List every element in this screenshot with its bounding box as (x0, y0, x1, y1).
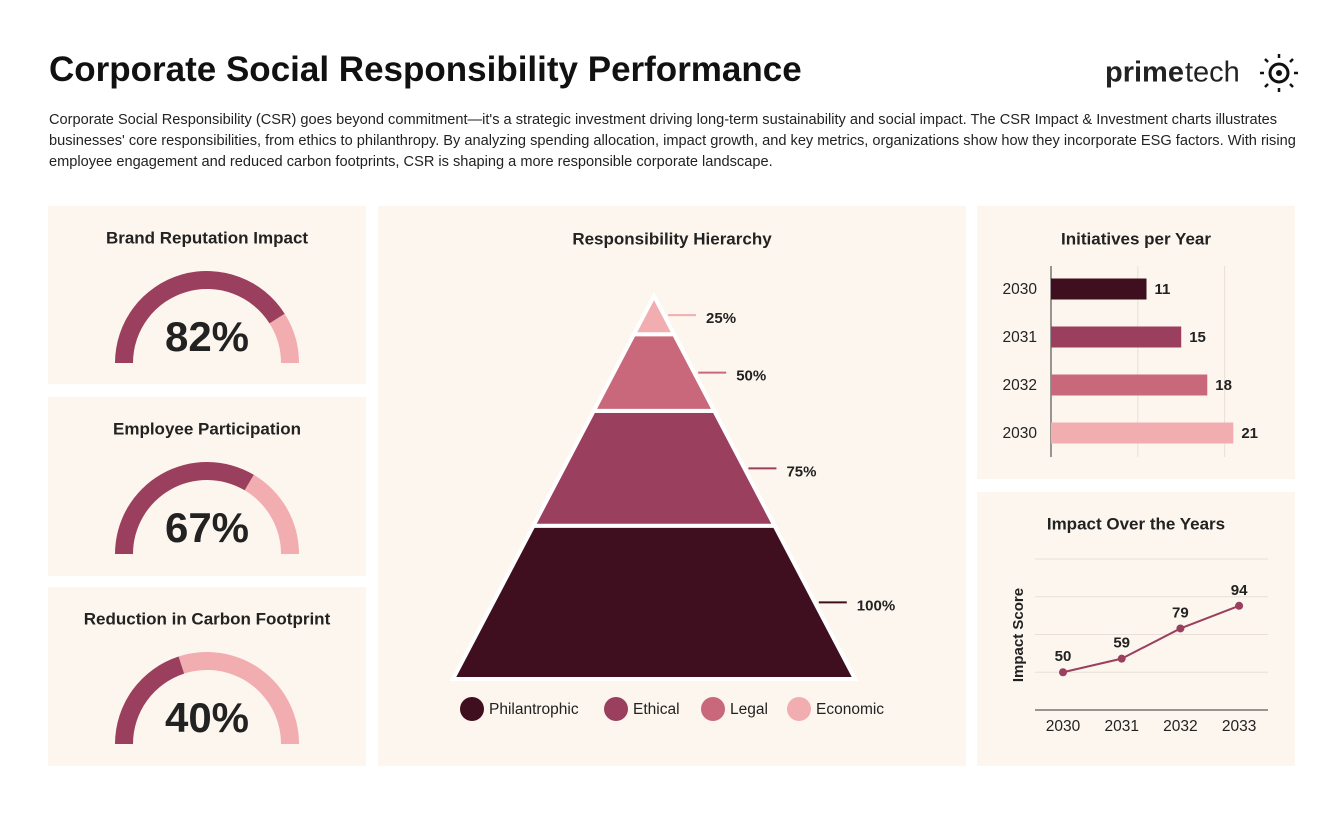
legend-swatch (701, 697, 725, 721)
legend-swatch (604, 697, 628, 721)
y-tick-label: 2030 (1003, 281, 1038, 298)
bar (1051, 422, 1234, 444)
chart-title: Impact Over the Years (1047, 514, 1225, 533)
logo-text-light: tech (1185, 57, 1240, 89)
page-title: Corporate Social Responsibility Performa… (49, 50, 802, 89)
panel (48, 587, 366, 766)
bar (1051, 326, 1182, 348)
gauge-arc (115, 656, 185, 744)
logo-icon (1260, 54, 1298, 92)
x-tick-label: 2032 (1163, 718, 1197, 735)
value-label: 59 (1113, 635, 1130, 652)
pyramid-layer (630, 291, 678, 337)
value-label: 11 (1155, 281, 1171, 298)
chart-title: Brand Reputation Impact (106, 228, 308, 247)
value-label: 21 (1241, 425, 1258, 442)
gauge-arc (115, 271, 285, 363)
value-label: 79 (1172, 604, 1189, 621)
panel (48, 206, 366, 384)
value-label: 50% (736, 368, 766, 385)
panel (48, 397, 366, 576)
gauge-value: 67% (165, 504, 249, 551)
logo-icon (1268, 62, 1290, 84)
x-tick-label: 2030 (1046, 718, 1081, 735)
logo-icon (1276, 70, 1282, 76)
y-tick-label: 2032 (1003, 377, 1037, 394)
value-label: 75% (786, 463, 816, 480)
chart-title: Initiatives per Year (1061, 229, 1211, 248)
value-label: 100% (857, 597, 895, 614)
gauge-remainder (178, 652, 299, 744)
point (1235, 601, 1244, 610)
bar (1051, 278, 1147, 300)
logo: prime tech (1105, 54, 1298, 92)
value-label: 25% (706, 310, 736, 327)
x-tick-label: 2033 (1222, 718, 1256, 735)
legend-swatch (460, 697, 484, 721)
point (1176, 624, 1185, 633)
gauge-value: 82% (165, 313, 249, 360)
logo-text-bold: prime (1105, 57, 1184, 89)
pyramid-layer (449, 523, 859, 681)
panel (977, 206, 1295, 479)
chart-title: Responsibility Hierarchy (572, 229, 772, 248)
legend-label: Legal (730, 701, 768, 718)
panel (977, 492, 1295, 766)
y-tick-label: 2031 (1003, 329, 1037, 346)
panel (378, 206, 966, 766)
point (1059, 668, 1067, 677)
chart-title: Reduction in Carbon Footprint (84, 609, 331, 628)
pyramid-layer (590, 332, 718, 413)
gauge-value: 40% (165, 694, 249, 741)
gauge-arc (115, 462, 254, 554)
value-label: 94 (1231, 582, 1248, 599)
line (1062, 604, 1240, 674)
description: Corporate Social Responsibility (CSR) go… (49, 112, 1296, 170)
pyramid-layer (530, 408, 778, 528)
legend-label: Philantrophic (489, 701, 579, 718)
value-label: 18 (1215, 377, 1232, 394)
legend-label: Economic (816, 701, 884, 718)
gauge-remainder (269, 313, 299, 363)
y-tick-label: 2030 (1003, 425, 1038, 442)
point (1117, 654, 1126, 663)
legend-label: Ethical (633, 701, 680, 718)
chart-title: Employee Participation (113, 419, 301, 438)
value-label: 50 (1055, 648, 1072, 665)
gauge-remainder (244, 474, 299, 554)
bar (1051, 374, 1208, 396)
y-axis-label: Impact Score (1010, 588, 1027, 682)
value-label: 15 (1189, 329, 1206, 346)
legend-swatch (787, 697, 811, 721)
x-tick-label: 2031 (1104, 718, 1138, 735)
